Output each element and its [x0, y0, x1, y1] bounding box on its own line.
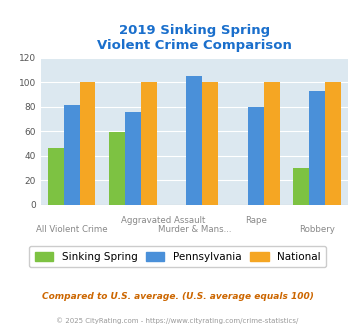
Bar — [80, 82, 95, 205]
Text: Rape: Rape — [245, 215, 267, 225]
Bar — [248, 107, 264, 205]
Title: 2019 Sinking Spring
Violent Crime Comparison: 2019 Sinking Spring Violent Crime Compar… — [97, 24, 292, 52]
Bar — [125, 112, 141, 205]
Legend: Sinking Spring, Pennsylvania, National: Sinking Spring, Pennsylvania, National — [29, 247, 326, 267]
Text: Compared to U.S. average. (U.S. average equals 100): Compared to U.S. average. (U.S. average … — [42, 292, 313, 301]
Bar — [48, 148, 64, 205]
Bar — [293, 168, 309, 205]
Bar — [309, 91, 325, 205]
Text: Murder & Mans...: Murder & Mans... — [158, 225, 231, 234]
Bar — [325, 82, 341, 205]
Bar — [141, 82, 157, 205]
Bar — [109, 132, 125, 205]
Bar — [186, 76, 202, 205]
Bar — [64, 106, 80, 205]
Bar — [264, 82, 280, 205]
Bar — [202, 82, 218, 205]
Text: © 2025 CityRating.com - https://www.cityrating.com/crime-statistics/: © 2025 CityRating.com - https://www.city… — [56, 317, 299, 324]
Text: Aggravated Assault: Aggravated Assault — [121, 215, 206, 225]
Text: All Violent Crime: All Violent Crime — [36, 225, 107, 234]
Text: Robbery: Robbery — [299, 225, 335, 234]
